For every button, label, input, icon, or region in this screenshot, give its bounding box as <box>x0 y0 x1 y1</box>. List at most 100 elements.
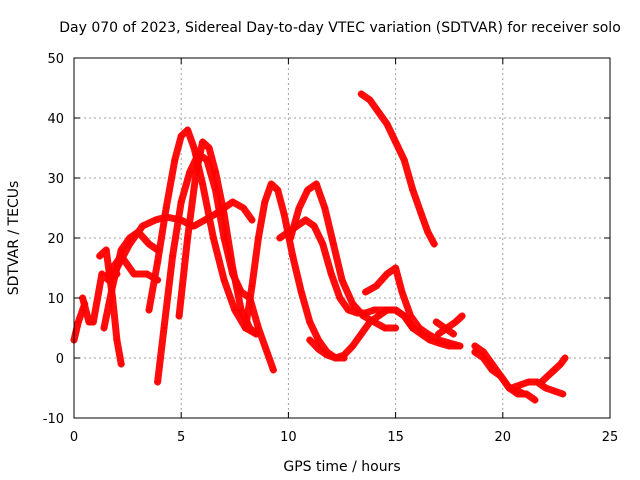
data-point <box>409 186 417 194</box>
data-point <box>392 324 400 332</box>
data-point <box>113 264 121 272</box>
x-tick-label: 10 <box>280 430 297 445</box>
data-point <box>514 390 522 398</box>
data-point <box>205 144 213 152</box>
data-series-layer <box>70 90 569 404</box>
data-point <box>449 330 457 338</box>
data-point <box>359 312 367 320</box>
data-point <box>550 366 558 374</box>
data-point <box>171 156 179 164</box>
y-tick-label: 40 <box>47 112 64 127</box>
data-point <box>329 240 337 248</box>
series-arc-22 <box>507 378 567 398</box>
data-point <box>274 186 282 194</box>
data-point <box>162 204 170 212</box>
data-point <box>117 360 125 368</box>
data-point <box>415 324 423 332</box>
data-point <box>139 222 147 230</box>
data-point <box>537 378 545 386</box>
data-point <box>471 348 479 356</box>
series-arc-17 <box>362 264 464 350</box>
x-axis-label: GPS time / hours <box>283 459 400 475</box>
data-point <box>381 324 389 332</box>
data-point <box>452 318 460 326</box>
x-tick-label: 25 <box>602 430 619 445</box>
data-point <box>445 339 453 347</box>
data-point <box>248 216 256 224</box>
data-point <box>349 342 357 350</box>
data-point <box>199 180 207 188</box>
data-point <box>507 384 515 392</box>
data-point <box>430 240 438 248</box>
y-tick-label: 0 <box>56 352 64 367</box>
data-point <box>145 240 153 248</box>
data-point <box>89 318 97 326</box>
data-point <box>497 372 505 380</box>
data-point <box>287 234 295 242</box>
data-point <box>319 240 327 248</box>
data-point <box>366 96 374 104</box>
y-tick-label: 30 <box>47 172 64 187</box>
series-trace <box>435 312 466 338</box>
data-point <box>109 282 117 290</box>
data-point <box>306 318 314 326</box>
data-point <box>209 234 217 242</box>
data-point <box>434 336 442 344</box>
data-point <box>231 306 239 314</box>
data-point <box>186 168 194 176</box>
data-point <box>432 318 440 326</box>
data-point <box>220 276 228 284</box>
data-point <box>357 330 365 338</box>
data-point <box>323 351 331 359</box>
data-point <box>349 300 357 308</box>
data-point <box>151 216 159 224</box>
series-arc-12 <box>246 294 277 374</box>
data-point <box>340 351 348 359</box>
data-point <box>289 252 297 260</box>
data-point <box>522 390 530 398</box>
x-tick-label: 0 <box>70 430 78 445</box>
data-point <box>531 396 539 404</box>
data-point <box>392 138 400 146</box>
x-tick-label: 20 <box>495 430 512 445</box>
series-trace <box>246 294 277 374</box>
data-point <box>344 306 352 314</box>
series-arc-10 <box>190 198 256 230</box>
data-point <box>372 282 380 290</box>
data-point <box>154 258 162 266</box>
data-point <box>456 342 464 350</box>
data-point <box>392 306 400 314</box>
series-arc-23 <box>537 354 569 386</box>
data-point <box>246 294 254 302</box>
data-point <box>357 90 365 98</box>
data-point <box>169 252 177 260</box>
data-point <box>248 282 256 290</box>
data-point <box>312 180 320 188</box>
data-point <box>102 246 110 254</box>
data-point <box>374 312 382 320</box>
data-point <box>79 294 87 302</box>
data-point <box>175 312 183 320</box>
data-point <box>201 216 209 224</box>
data-point <box>145 306 153 314</box>
data-point <box>542 384 550 392</box>
data-point <box>488 366 496 374</box>
data-point <box>254 234 262 242</box>
data-point <box>304 186 312 194</box>
y-tick-label: 50 <box>47 52 64 67</box>
data-point <box>242 324 250 332</box>
data-point <box>113 336 121 344</box>
data-point <box>177 198 185 206</box>
data-point <box>306 336 314 344</box>
y-tick-label: 20 <box>47 232 64 247</box>
data-point <box>98 270 106 278</box>
data-point <box>559 390 567 398</box>
data-point <box>190 222 198 230</box>
data-point <box>332 354 340 362</box>
data-point <box>310 222 318 230</box>
chart-title: Day 070 of 2023, Sidereal Day-to-day VTE… <box>59 20 621 36</box>
data-point <box>126 240 134 248</box>
data-point <box>96 252 104 260</box>
data-point <box>74 318 82 326</box>
y-axis-label: SDTVAR / TECUs <box>6 181 22 296</box>
